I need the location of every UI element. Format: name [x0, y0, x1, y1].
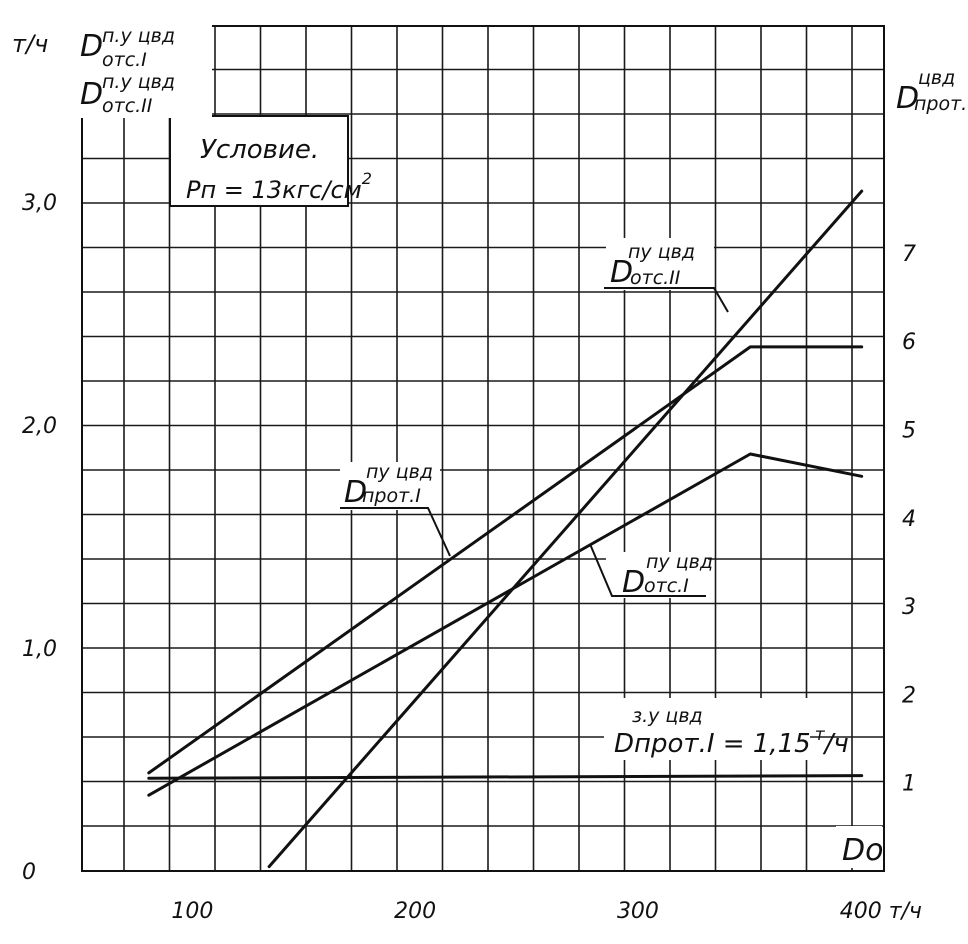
y-right-tick-label: 5: [902, 419, 916, 444]
x-axis-symbol: Do: [842, 833, 883, 868]
annotation-otc1-sup: пу цвд: [646, 551, 713, 573]
annotation-otc2-sub: отс.II: [630, 267, 681, 289]
annotation-prot1-base: D: [344, 475, 367, 510]
y-right-tick-label: 6: [902, 330, 916, 355]
series-line-1: [147, 345, 864, 775]
x-axis-symbol-background: [836, 826, 882, 868]
y-right-tick-label: 7: [902, 242, 916, 267]
annotation-otc2-leader: [604, 287, 729, 313]
y-right-tick-label: 1: [902, 772, 916, 797]
annotation-otc1: D пу цвд отс.I: [589, 543, 713, 600]
condition-box-background: [170, 116, 348, 206]
annotation-otc1-sub: отс.I: [644, 575, 689, 597]
annotation-zu-text: Dпрот.I = 1,15 т/ч: [614, 725, 849, 759]
y-left-tick-label: 3,0: [22, 191, 57, 216]
y-left-label-1-base: D: [80, 29, 103, 64]
x-tick-label: 100: [171, 899, 213, 924]
tick-layer: 100 200 300 400 т/ч 0 1,0 2,0 3,0 1 2 3 4 5 6 7: [22, 191, 922, 924]
y-right-tick-label: 2: [902, 683, 916, 708]
annotation-zu-unit-sup: т: [815, 725, 826, 745]
series-line-3: [267, 189, 864, 869]
y-right-header: D цвд прот.: [896, 67, 967, 116]
x-tick-label: 200: [394, 899, 436, 924]
condition-box-border: [169, 115, 349, 207]
y-right-label-base: D: [896, 81, 919, 116]
annotation-otc2-sup: пу цвд: [628, 241, 695, 263]
y-left-label-1-sup: п.у цвд: [102, 25, 175, 47]
y-left-unit: т/ч: [12, 30, 48, 58]
annotation-zu-unit-rest: /ч: [823, 729, 849, 759]
y-left-header-background: [2, 24, 212, 118]
annotation-zu-sup: з.у цвд: [632, 705, 703, 727]
annotation-zu: з.у цвд Dпрот.I = 1,15 т/ч: [604, 698, 849, 760]
x-tick-label: 400 т/ч: [840, 899, 922, 924]
y-left-label-1-sub: отс.I: [102, 49, 147, 71]
annotation-otc2: D пу цвд отс.II: [604, 238, 729, 313]
annotation-otc2-background: [606, 238, 714, 290]
annotation-otc1-base: D: [622, 565, 645, 600]
series-layer: [147, 189, 864, 869]
series-line-4: [147, 774, 864, 780]
condition-formula: Pп = 13кгс/см2: [186, 169, 372, 204]
condition-box: Условие. Pп = 13кгс/см2: [169, 115, 372, 207]
annotation-prot1-sup: пу цвд: [366, 461, 433, 483]
y-left-tick-label: 1,0: [22, 637, 57, 662]
y-right-tick-label: 3: [902, 595, 916, 620]
annotation-prot1-sub: прот.I: [362, 485, 421, 507]
y-right-label-sup: цвд: [918, 67, 955, 89]
condition-heading: Условие.: [200, 135, 319, 165]
condition-formula-exponent: 2: [362, 169, 372, 188]
y-left-header: т/ч D п.у цвд отс.I D п.у цвд отс.II: [2, 24, 212, 118]
y-left-tick-label: 0: [22, 860, 36, 885]
annotation-otc1-leader: [589, 543, 706, 597]
y-left-label-2-sup: п.у цвд: [102, 71, 175, 93]
y-right-label-sub: прот.: [914, 93, 967, 115]
annotation-zu-value: Dпрот.I = 1,15: [614, 729, 811, 759]
y-left-tick-label: 2,0: [22, 414, 57, 439]
annotation-otc2-base: D: [610, 255, 633, 290]
y-left-label-2-base: D: [80, 77, 103, 112]
y-right-tick-label: 4: [902, 507, 916, 532]
condition-formula-text: Pп = 13кгс/см: [186, 176, 362, 204]
annotation-otc1-background: [606, 552, 708, 598]
plot-frame: [81, 25, 885, 872]
annotation-zu-background: [604, 698, 810, 760]
series-line-2: [147, 452, 864, 797]
x-tick-label: 300: [617, 899, 659, 924]
annotation-prot1: D пу цвд прот.I: [340, 461, 451, 557]
annotation-prot1-leader: [340, 507, 451, 557]
y-left-label-2-sub: отс.II: [102, 95, 153, 117]
x-axis-symbol-group: Do: [836, 826, 883, 868]
annotation-prot1-background: [340, 462, 440, 510]
